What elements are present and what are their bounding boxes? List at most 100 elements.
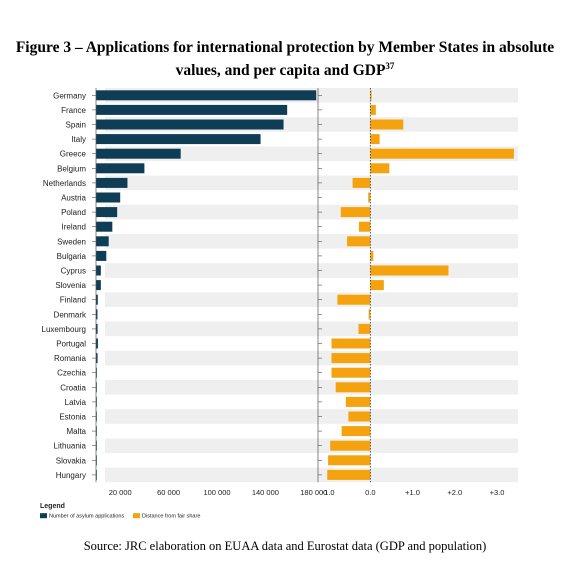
- bar-fair-share: [370, 280, 384, 291]
- row-band: [105, 438, 518, 453]
- row-band: [105, 380, 518, 395]
- row-band: [105, 467, 518, 483]
- bar-asylum-applications: [96, 236, 109, 247]
- bar-fair-share: [328, 455, 371, 466]
- bar-asylum-applications: [96, 455, 97, 466]
- bar-fair-share: [348, 411, 371, 422]
- category-label: Cyprus: [61, 267, 86, 276]
- figure-title: Figure 3 – Applications for internationa…: [0, 38, 570, 80]
- x-tick-label-fair-share: 0.0: [365, 488, 375, 497]
- bar-fair-share: [330, 440, 371, 451]
- figure-title-line2-text: values, and per capita and GDP: [175, 62, 386, 80]
- category-labels: Germany France Spain Italy Greece Belgium Neth…: [42, 91, 87, 480]
- bar-asylum-applications: [96, 440, 97, 451]
- bar-fair-share: [335, 382, 371, 393]
- panel-fair-share: [327, 90, 514, 480]
- bar-asylum-applications: [96, 192, 121, 203]
- chart: Germany France Spain Italy Greece Belgium Neth…: [40, 88, 518, 520]
- category-label: Belgium: [57, 164, 86, 173]
- bar-asylum-applications: [96, 163, 145, 174]
- row-band: [105, 175, 518, 191]
- row-band: [105, 350, 518, 366]
- category-label: Malta: [66, 427, 86, 436]
- bar-fair-share: [345, 396, 371, 407]
- bar-asylum-applications: [96, 134, 261, 145]
- bar-fair-share: [331, 353, 371, 364]
- x-tick-label-applications: 100 000: [203, 488, 230, 497]
- category-label: Austria: [61, 194, 86, 203]
- bar-fair-share: [341, 426, 371, 437]
- bar-asylum-applications: [96, 280, 101, 291]
- bar-fair-share: [370, 250, 374, 261]
- bar-asylum-applications: [96, 411, 97, 422]
- x-tick-label-fair-share: +3.0: [490, 488, 505, 497]
- x-tick-label-fair-share: +2.0: [447, 488, 462, 497]
- legend-swatch: [133, 513, 140, 519]
- bar-asylum-applications: [96, 177, 128, 188]
- category-label: Denmark: [54, 310, 87, 319]
- bar-fair-share: [337, 294, 371, 305]
- category-label: Hungary: [56, 471, 86, 480]
- bar-fair-share: [331, 367, 371, 378]
- row-band: [105, 234, 518, 249]
- source-note: Source: JRC elaboration on EUAA data and…: [83, 539, 487, 553]
- bar-fair-share: [327, 469, 371, 480]
- bar-fair-share: [352, 177, 371, 188]
- bar-asylum-applications: [96, 353, 98, 364]
- category-label: Latvia: [65, 398, 87, 407]
- category-label: Bulgaria: [57, 252, 87, 261]
- bar-asylum-applications: [96, 338, 98, 349]
- category-label: Romania: [54, 354, 87, 363]
- bar-fair-share: [347, 236, 371, 247]
- bar-asylum-applications: [96, 148, 181, 159]
- bar-asylum-applications: [96, 265, 101, 276]
- category-label: Slovenia: [55, 281, 86, 290]
- row-band: [105, 409, 518, 424]
- panel-asylum-applications: [96, 90, 317, 480]
- category-label: Slovakia: [56, 456, 87, 465]
- bar-fair-share: [368, 192, 371, 203]
- bar-asylum-applications: [96, 119, 284, 130]
- bar-asylum-applications: [96, 207, 118, 218]
- category-label: Finland: [60, 296, 86, 305]
- row-bands: [105, 88, 518, 483]
- category-label: Lithuania: [54, 442, 87, 451]
- bar-fair-share: [358, 221, 371, 232]
- category-label: Portugal: [56, 340, 86, 349]
- legend-title: Legend: [40, 503, 65, 510]
- legend: Legend Number of asylum applications Dista…: [40, 503, 200, 520]
- x-tick-label-applications: 20 000: [109, 488, 132, 497]
- x-tick-label-fair-share: -1.0: [322, 488, 335, 497]
- bar-fair-share: [340, 207, 371, 218]
- bar-asylum-applications: [96, 382, 97, 393]
- legend-swatch: [40, 513, 47, 519]
- bar-asylum-applications: [96, 90, 317, 101]
- bar-asylum-applications: [96, 323, 98, 334]
- x-tick-label-applications: 60 000: [157, 488, 180, 497]
- bar-asylum-applications: [96, 250, 107, 261]
- bar-fair-share: [370, 134, 380, 145]
- bar-fair-share: [370, 119, 404, 130]
- x-tick-label-applications: 140 000: [252, 488, 279, 497]
- row-band: [105, 263, 518, 278]
- x-tick-label-fair-share: +1.0: [405, 488, 420, 497]
- bar-fair-share: [370, 163, 390, 174]
- bar-fair-share: [370, 90, 372, 101]
- category-label: Italy: [71, 135, 86, 144]
- category-label: Luxembourg: [42, 325, 86, 334]
- axes: 20 000 60 000 100 000 140 000 180 000-1.0 0.0…: [92, 88, 504, 497]
- bar-fair-share: [331, 338, 371, 349]
- figure-title-line2: values, and per capita and GDP37: [0, 57, 570, 80]
- category-label: Netherlands: [43, 179, 86, 188]
- category-label: France: [61, 106, 86, 115]
- bar-fair-share: [358, 323, 371, 334]
- bar-asylum-applications: [96, 294, 98, 305]
- category-label: Croatia: [60, 383, 86, 392]
- figure-title-line1: Figure 3 – Applications for internationa…: [15, 39, 555, 56]
- category-label: Estonia: [59, 413, 86, 422]
- bar-fair-share: [370, 104, 376, 115]
- row-band: [105, 321, 518, 337]
- bar-fair-share: [370, 148, 514, 159]
- category-label: Sweden: [57, 237, 86, 246]
- bar-asylum-applications: [96, 309, 98, 320]
